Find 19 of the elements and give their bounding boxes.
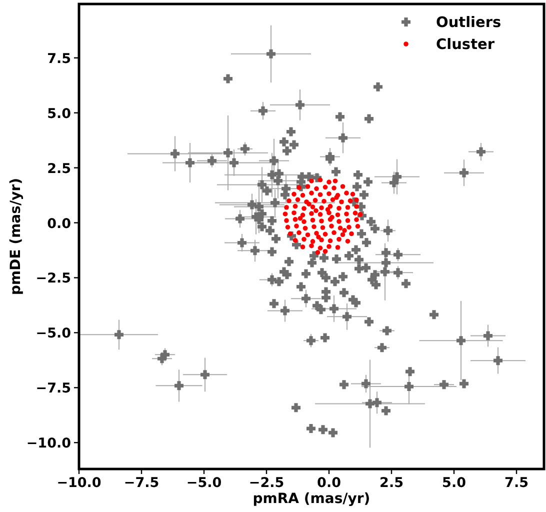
- y-tick-label: 0.0: [47, 216, 71, 232]
- x-tick-label: −2.5: [248, 475, 284, 491]
- x-tick-label: 5.0: [442, 475, 466, 491]
- y-tick-label: 7.5: [47, 50, 71, 67]
- legend-label: Outliers: [436, 15, 502, 31]
- x-tick-label: 2.5: [380, 475, 404, 491]
- y-axis-title: pmDE (mas/yr): [8, 178, 24, 295]
- y-tick-label: −7.5: [36, 380, 71, 397]
- legend-label: Cluster: [436, 37, 496, 53]
- y-tick-label: 2.5: [47, 160, 71, 177]
- y-tick-label: 5.0: [47, 106, 71, 122]
- x-tick-label: −5.0: [186, 475, 222, 491]
- y-tick-label: −2.5: [36, 270, 71, 287]
- x-tick-label: −7.5: [124, 475, 160, 491]
- y-tick-label: −10.0: [26, 436, 71, 452]
- x-tick-label: 7.5: [504, 475, 528, 491]
- x-axis-title: pmRA (mas/yr): [252, 491, 370, 507]
- y-tick-label: −5.0: [36, 326, 71, 342]
- x-tick-label: 0.0: [317, 475, 341, 491]
